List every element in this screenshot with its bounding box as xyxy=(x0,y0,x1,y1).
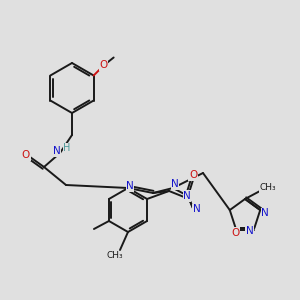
Text: O: O xyxy=(189,170,197,180)
Text: N: N xyxy=(245,226,253,236)
Text: O: O xyxy=(22,150,30,160)
Text: N: N xyxy=(261,208,269,218)
Text: N: N xyxy=(126,181,134,191)
Text: H: H xyxy=(63,143,71,153)
Text: O: O xyxy=(100,61,108,70)
Text: N: N xyxy=(53,146,61,156)
Text: N: N xyxy=(183,191,191,201)
Text: CH₃: CH₃ xyxy=(260,184,276,193)
Text: N: N xyxy=(193,205,200,214)
Text: CH₃: CH₃ xyxy=(107,251,123,260)
Text: N: N xyxy=(171,179,179,189)
Text: O: O xyxy=(232,228,240,238)
